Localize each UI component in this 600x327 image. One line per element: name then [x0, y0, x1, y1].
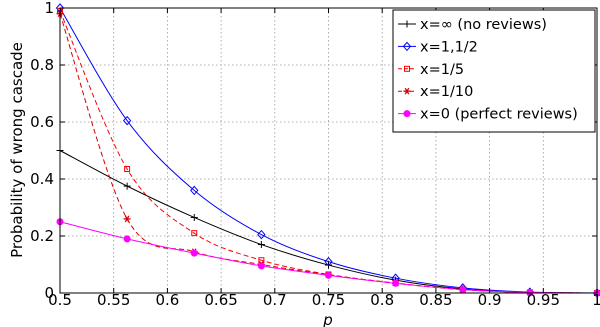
data-point — [123, 235, 131, 243]
data-point — [257, 262, 265, 270]
legend-marker — [403, 110, 411, 118]
legend-entry: x=1/10 — [398, 84, 473, 100]
series-5 — [56, 218, 600, 297]
legend: x=∞ (no reviews) x=1,1/2 x=1/5 x=1/10 x=0 (p… — [392, 9, 596, 133]
data-point — [324, 256, 333, 267]
data-point — [190, 185, 199, 196]
legend-label: x=1/10 — [420, 84, 473, 100]
data-point — [123, 215, 131, 223]
y-tick-label: 0.4 — [30, 170, 54, 188]
legend-label: x=1/5 — [420, 62, 464, 78]
y-tick-label: 0.6 — [30, 113, 54, 131]
legend-box — [392, 9, 596, 133]
x-tick-label: 0.55 — [97, 291, 130, 309]
legend-label: x=∞ (no reviews) — [420, 17, 547, 33]
x-tick-label: 1 — [592, 291, 600, 309]
x-tick-label: 0.5 — [48, 291, 72, 309]
legend-label: x=0 (perfect reviews) — [420, 107, 578, 123]
y-tick-label: 0 — [44, 284, 54, 302]
legend-marker — [403, 20, 411, 28]
data-point — [191, 230, 198, 237]
x-tick-label: 0.8 — [370, 291, 394, 309]
x-tick-label: 0.85 — [419, 291, 452, 309]
series-line — [59, 10, 598, 294]
grid — [60, 8, 597, 293]
series-line — [59, 13, 598, 294]
legend-entry: x=1/5 — [398, 62, 464, 78]
y-tick-label: 0.8 — [30, 56, 54, 74]
legend-entry: x=0 (perfect reviews) — [398, 107, 578, 123]
data-point — [257, 229, 266, 240]
legend-marker — [402, 41, 412, 52]
data-point — [122, 115, 132, 126]
x-axis-label: p — [322, 311, 333, 327]
legend-label: x=1,1/2 — [420, 39, 478, 55]
data-point — [325, 271, 332, 279]
data-point — [190, 249, 198, 257]
legend-entry: x=∞ (no reviews) — [398, 17, 547, 33]
x-tick-label: 0.7 — [263, 291, 287, 309]
y-axis-label: Probability of wrong cascade — [8, 42, 26, 258]
data-point — [526, 288, 534, 296]
x-tick-label: 0.75 — [312, 291, 345, 309]
x-tick-label: 0.9 — [478, 291, 502, 309]
x-tick-label: 0.95 — [527, 291, 560, 309]
series-line — [59, 7, 598, 294]
y-tick-label: 0.2 — [30, 227, 54, 245]
legend-marker — [403, 87, 411, 95]
data-point — [123, 182, 131, 190]
data-point — [459, 286, 467, 294]
x-tick-label: 0.6 — [155, 291, 179, 309]
data-point — [190, 213, 198, 221]
data-point — [124, 166, 131, 173]
x-tick-label: 0.65 — [204, 291, 237, 309]
y-tick-label: 1 — [44, 0, 54, 17]
legend-entry: x=1,1/2 — [398, 39, 478, 55]
data-point — [392, 279, 400, 287]
series-layer — [55, 3, 600, 298]
data-point — [257, 241, 265, 249]
legend-marker — [404, 65, 410, 72]
